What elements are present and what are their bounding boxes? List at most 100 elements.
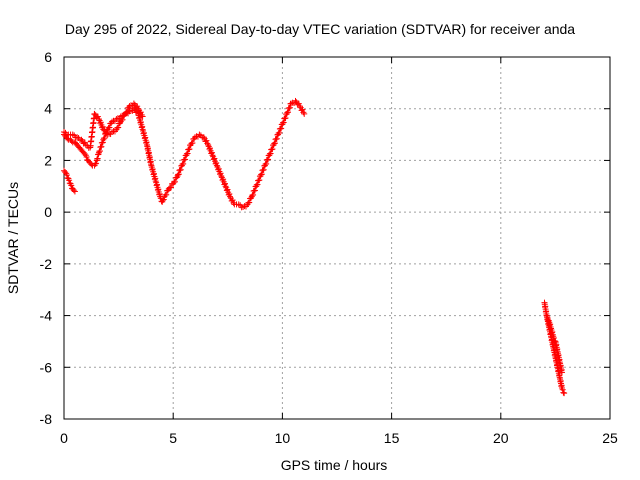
data-point [163,191,170,198]
data-point [254,181,261,188]
data-point [267,150,274,157]
y-tick-label: 4 [44,101,52,117]
data-point [130,100,137,107]
data-point [561,390,568,397]
data-point [292,97,299,104]
x-tick-label: 25 [602,430,618,446]
data-point [168,184,175,191]
data-point [68,182,75,189]
y-tick-label: 0 [44,204,52,220]
data-point [92,160,99,167]
data-point [126,103,133,110]
x-axis-label: GPS time / hours [281,457,388,473]
data-point [192,134,199,141]
data-point [104,131,111,138]
y-tick-label: -8 [40,411,53,427]
data-point [123,108,130,115]
data-point [189,140,196,147]
data-point [81,150,88,157]
data-point [175,171,182,178]
data-point [66,177,73,184]
data-point [235,201,242,208]
data-point [196,131,203,138]
x-axis-ticks: 0 5 10 15 20 25 [60,57,618,446]
data-point [83,153,90,160]
data-point [74,134,81,141]
x-tick-label: 20 [493,430,509,446]
data-point [69,131,76,138]
data-point [177,166,184,173]
grid [64,57,610,419]
data-point [213,159,220,166]
data-point [205,141,212,148]
data-point [229,197,236,204]
data-point [258,171,265,178]
data-point [218,172,225,179]
data-point [263,160,270,167]
x-tick-label: 0 [60,430,68,446]
data-point [280,119,287,126]
data-point [180,160,187,167]
plot-border [63,56,611,420]
data-point [71,188,78,195]
data-point [251,187,258,194]
data-point [276,129,283,136]
data-point [68,138,75,145]
data-point [186,146,193,153]
axes [63,56,611,420]
data-point [226,190,233,197]
x-tick-label: 15 [384,430,400,446]
y-axis-ticks: -8 -6 -4 -2 0 2 4 6 [40,49,610,427]
y-tick-label: 6 [44,49,52,65]
data-point [101,134,108,141]
data-point [99,123,106,130]
y-tick-label: -2 [40,256,53,272]
data-point [137,109,144,116]
data-point [106,124,113,131]
data-point [139,113,146,120]
data-point [288,100,295,107]
data-point [126,108,133,115]
data-point [209,152,216,159]
data-point [160,197,167,204]
data-point [91,110,98,117]
data-point [208,149,215,156]
y-tick-label: 2 [44,152,52,168]
data-point [78,136,85,143]
data-point [95,116,102,123]
data-point [558,369,565,376]
data-point [119,116,126,123]
data-point [213,162,220,169]
data-point [182,156,189,163]
data-point [299,106,306,113]
data-point [260,166,267,173]
data-point [271,140,278,147]
data-point [285,109,292,116]
data-point [211,155,218,162]
data-point [250,191,257,198]
data-point [286,104,293,111]
data-point [70,187,77,194]
data-point [559,386,566,393]
data-point [224,186,231,193]
data-point [256,177,263,184]
data-point [171,178,178,185]
data-point [113,116,120,123]
data-point [560,389,567,396]
data-point [62,169,69,176]
data-point [184,150,191,157]
data-point [217,170,224,177]
data-point [117,113,124,120]
chart-title: Day 295 of 2022, Sidereal Day-to-day VTE… [65,21,575,37]
data-point [544,314,551,321]
data-point [282,115,289,122]
data-point [82,141,89,148]
data-point [221,180,228,187]
x-tick-label: 10 [275,430,291,446]
data-point [97,119,104,126]
data-point [115,124,122,131]
y-tick-label: -4 [40,308,53,324]
data-point [207,145,214,152]
data-point [240,203,247,210]
